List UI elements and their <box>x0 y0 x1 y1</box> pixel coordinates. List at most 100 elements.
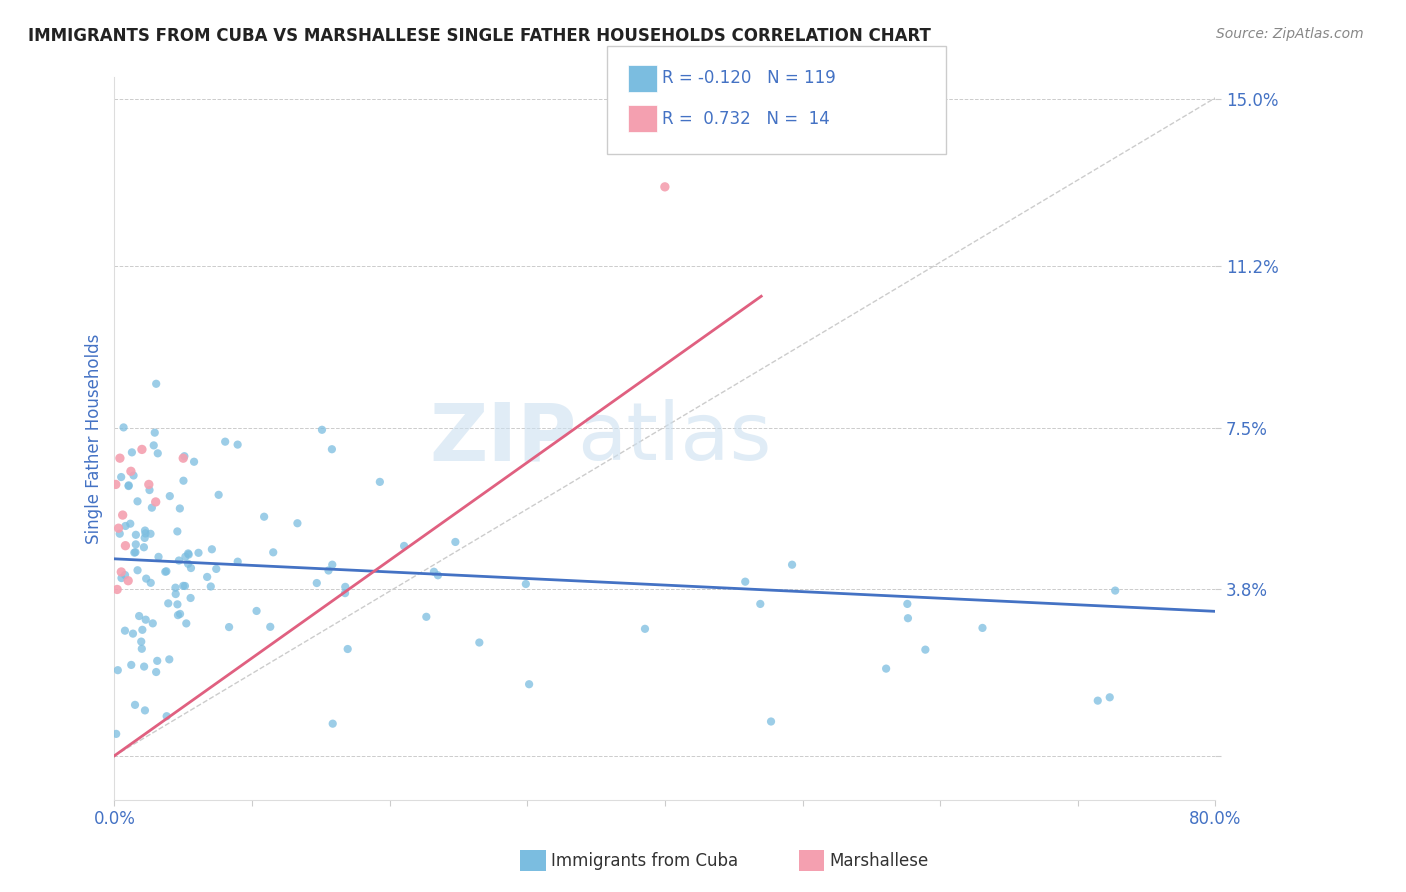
Point <box>426 568 449 582</box>
Point <box>155 564 177 578</box>
Point <box>134 703 156 717</box>
Point <box>111 508 134 522</box>
Point <box>146 654 169 668</box>
Point <box>177 557 200 571</box>
Point <box>169 501 191 516</box>
Point <box>134 531 156 545</box>
Point <box>287 516 309 531</box>
Point <box>517 677 540 691</box>
Point <box>117 479 139 493</box>
Point <box>169 607 191 621</box>
Point <box>336 642 359 657</box>
Point <box>135 613 157 627</box>
Point <box>174 616 197 631</box>
Point <box>165 587 187 601</box>
Point <box>121 445 143 459</box>
Point <box>139 526 162 541</box>
Point <box>318 564 340 578</box>
Point <box>104 477 127 491</box>
Point <box>174 579 197 593</box>
Point <box>110 571 132 585</box>
Point <box>914 642 936 657</box>
Point <box>145 495 167 509</box>
Point <box>172 474 194 488</box>
Point <box>321 558 343 572</box>
Point <box>142 438 165 452</box>
Point <box>114 539 136 553</box>
Point <box>146 446 169 460</box>
Point <box>166 524 188 539</box>
Point <box>134 524 156 538</box>
Point <box>145 376 167 391</box>
Point <box>208 488 231 502</box>
Point <box>143 425 166 440</box>
Point <box>114 568 136 582</box>
Text: Marshallese: Marshallese <box>830 852 929 870</box>
Point <box>226 437 249 451</box>
Point <box>155 565 177 579</box>
Point <box>122 468 145 483</box>
Text: R =  0.732   N =  14: R = 0.732 N = 14 <box>662 110 830 128</box>
Point <box>141 500 163 515</box>
Point <box>1098 690 1121 705</box>
Point <box>105 582 128 597</box>
Point <box>654 179 676 194</box>
Point <box>1087 693 1109 707</box>
Point <box>634 622 657 636</box>
Point <box>214 434 236 449</box>
Point <box>321 442 343 457</box>
Point <box>124 698 146 712</box>
Text: Source: ZipAtlas.com: Source: ZipAtlas.com <box>1216 27 1364 41</box>
Point <box>167 553 190 567</box>
Point <box>131 442 153 457</box>
Point <box>218 620 240 634</box>
Text: Immigrants from Cuba: Immigrants from Cuba <box>551 852 738 870</box>
Point <box>174 549 197 564</box>
Point <box>108 451 131 466</box>
Point <box>259 620 281 634</box>
Point <box>205 562 228 576</box>
Point <box>423 565 446 579</box>
Point <box>972 621 994 635</box>
Point <box>114 624 136 638</box>
Point <box>112 420 135 434</box>
Point <box>177 546 200 560</box>
Text: ZIP: ZIP <box>430 400 576 477</box>
Point <box>759 714 782 729</box>
Point <box>177 548 200 562</box>
Point <box>515 577 537 591</box>
Point <box>120 657 142 672</box>
Point <box>131 623 153 637</box>
Point <box>127 563 149 577</box>
Point <box>333 586 356 600</box>
Point <box>187 546 209 560</box>
Point <box>165 581 187 595</box>
Point <box>148 549 170 564</box>
Point <box>253 509 276 524</box>
Point <box>180 591 202 605</box>
Point <box>108 526 131 541</box>
Point <box>110 470 132 484</box>
Point <box>167 608 190 623</box>
Point <box>105 727 128 741</box>
Point <box>159 489 181 503</box>
Point <box>305 576 328 591</box>
Text: IMMIGRANTS FROM CUBA VS MARSHALLESE SINGLE FATHER HOUSEHOLDS CORRELATION CHART: IMMIGRANTS FROM CUBA VS MARSHALLESE SING… <box>28 27 931 45</box>
Point <box>118 478 141 492</box>
Point <box>780 558 803 572</box>
Point <box>201 542 224 557</box>
Point <box>120 464 142 478</box>
Point <box>132 541 155 555</box>
Point <box>124 545 146 559</box>
Point <box>368 475 391 489</box>
Point <box>172 451 194 466</box>
Point <box>897 611 920 625</box>
Point <box>896 597 918 611</box>
Point <box>157 652 180 666</box>
Text: atlas: atlas <box>576 400 770 477</box>
Point <box>129 634 152 648</box>
Point <box>468 635 491 649</box>
Point <box>335 580 357 594</box>
Point <box>132 659 155 673</box>
Point <box>135 572 157 586</box>
